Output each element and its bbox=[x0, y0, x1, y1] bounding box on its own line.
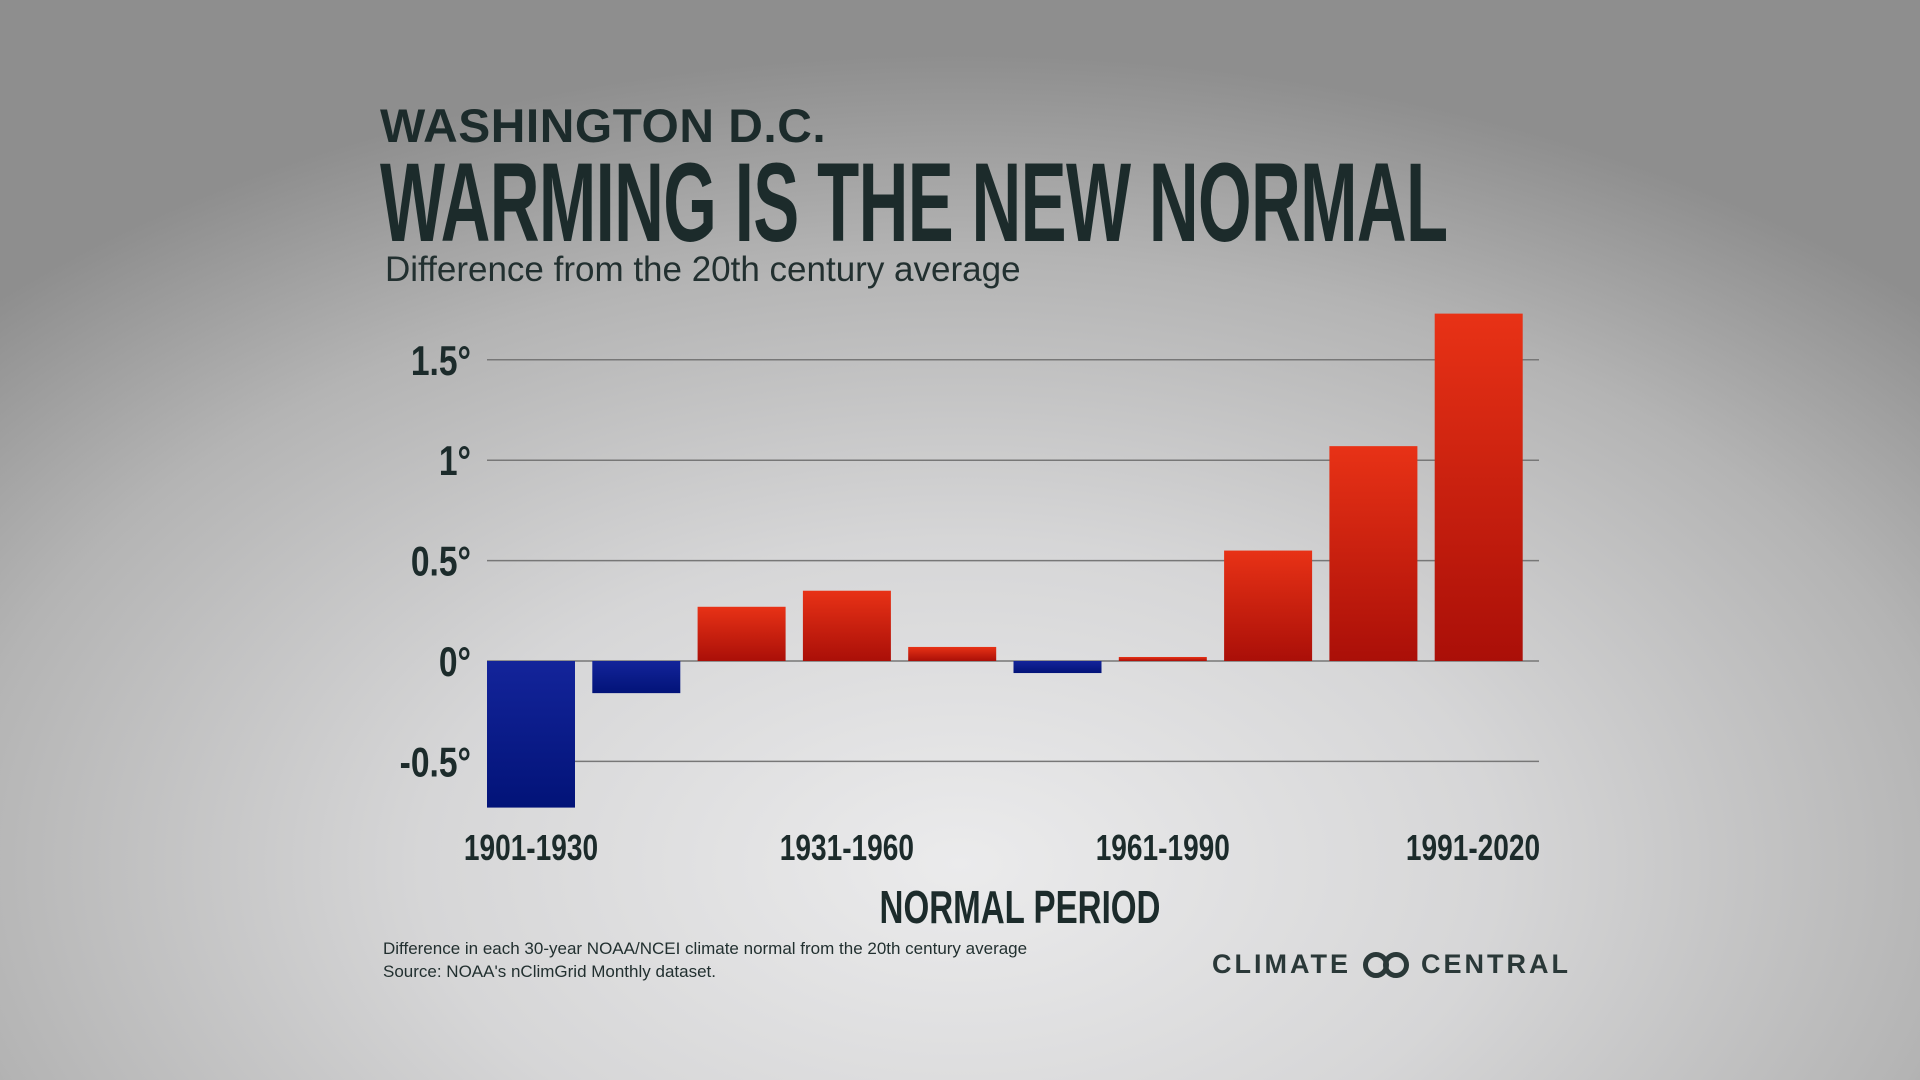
x-tick-label: 1931-1960 bbox=[780, 828, 914, 868]
y-tick-label: 1.5° bbox=[411, 338, 471, 384]
x-axis-title: NORMAL PERIOD bbox=[879, 881, 1161, 933]
bar-5 bbox=[908, 646, 997, 661]
x-tick-label: 1991-2020 bbox=[1406, 828, 1540, 868]
y-tick-label: 1° bbox=[439, 439, 471, 485]
bar-10 bbox=[1434, 313, 1523, 661]
logo-text-right: CENTRAL bbox=[1420, 949, 1571, 979]
bar-9 bbox=[1329, 446, 1418, 661]
logo-rings-icon bbox=[1362, 951, 1409, 978]
y-tick-label: 0.5° bbox=[411, 539, 471, 585]
chart-title: WARMING IS THE NEW NORMAL bbox=[380, 140, 1448, 265]
footnote-description: Difference in each 30-year NOAA/NCEI cli… bbox=[383, 939, 1028, 958]
bar-7 bbox=[1118, 656, 1207, 661]
x-tick-label: 1961-1990 bbox=[1096, 828, 1230, 868]
location-kicker: WASHINGTON D.C. bbox=[380, 99, 827, 152]
bar-6 bbox=[1013, 661, 1102, 674]
bar-8 bbox=[1224, 550, 1313, 661]
footnote-source: Source: NOAA's nClimGrid Monthly dataset… bbox=[383, 962, 716, 981]
bar-3 bbox=[697, 606, 786, 661]
climate-central-logo: CLIMATE CENTRAL bbox=[1212, 949, 1571, 980]
bar-2 bbox=[592, 661, 681, 694]
logo-text-left: CLIMATE bbox=[1212, 949, 1351, 979]
y-tick-label: 0° bbox=[439, 640, 471, 686]
bar-4 bbox=[802, 590, 891, 661]
y-tick-label: -0.5° bbox=[400, 740, 471, 786]
bar-1 bbox=[487, 661, 575, 808]
x-tick-label: 1901-1930 bbox=[464, 828, 598, 868]
chart-subtitle: Difference from the 20th century average bbox=[385, 250, 1021, 289]
